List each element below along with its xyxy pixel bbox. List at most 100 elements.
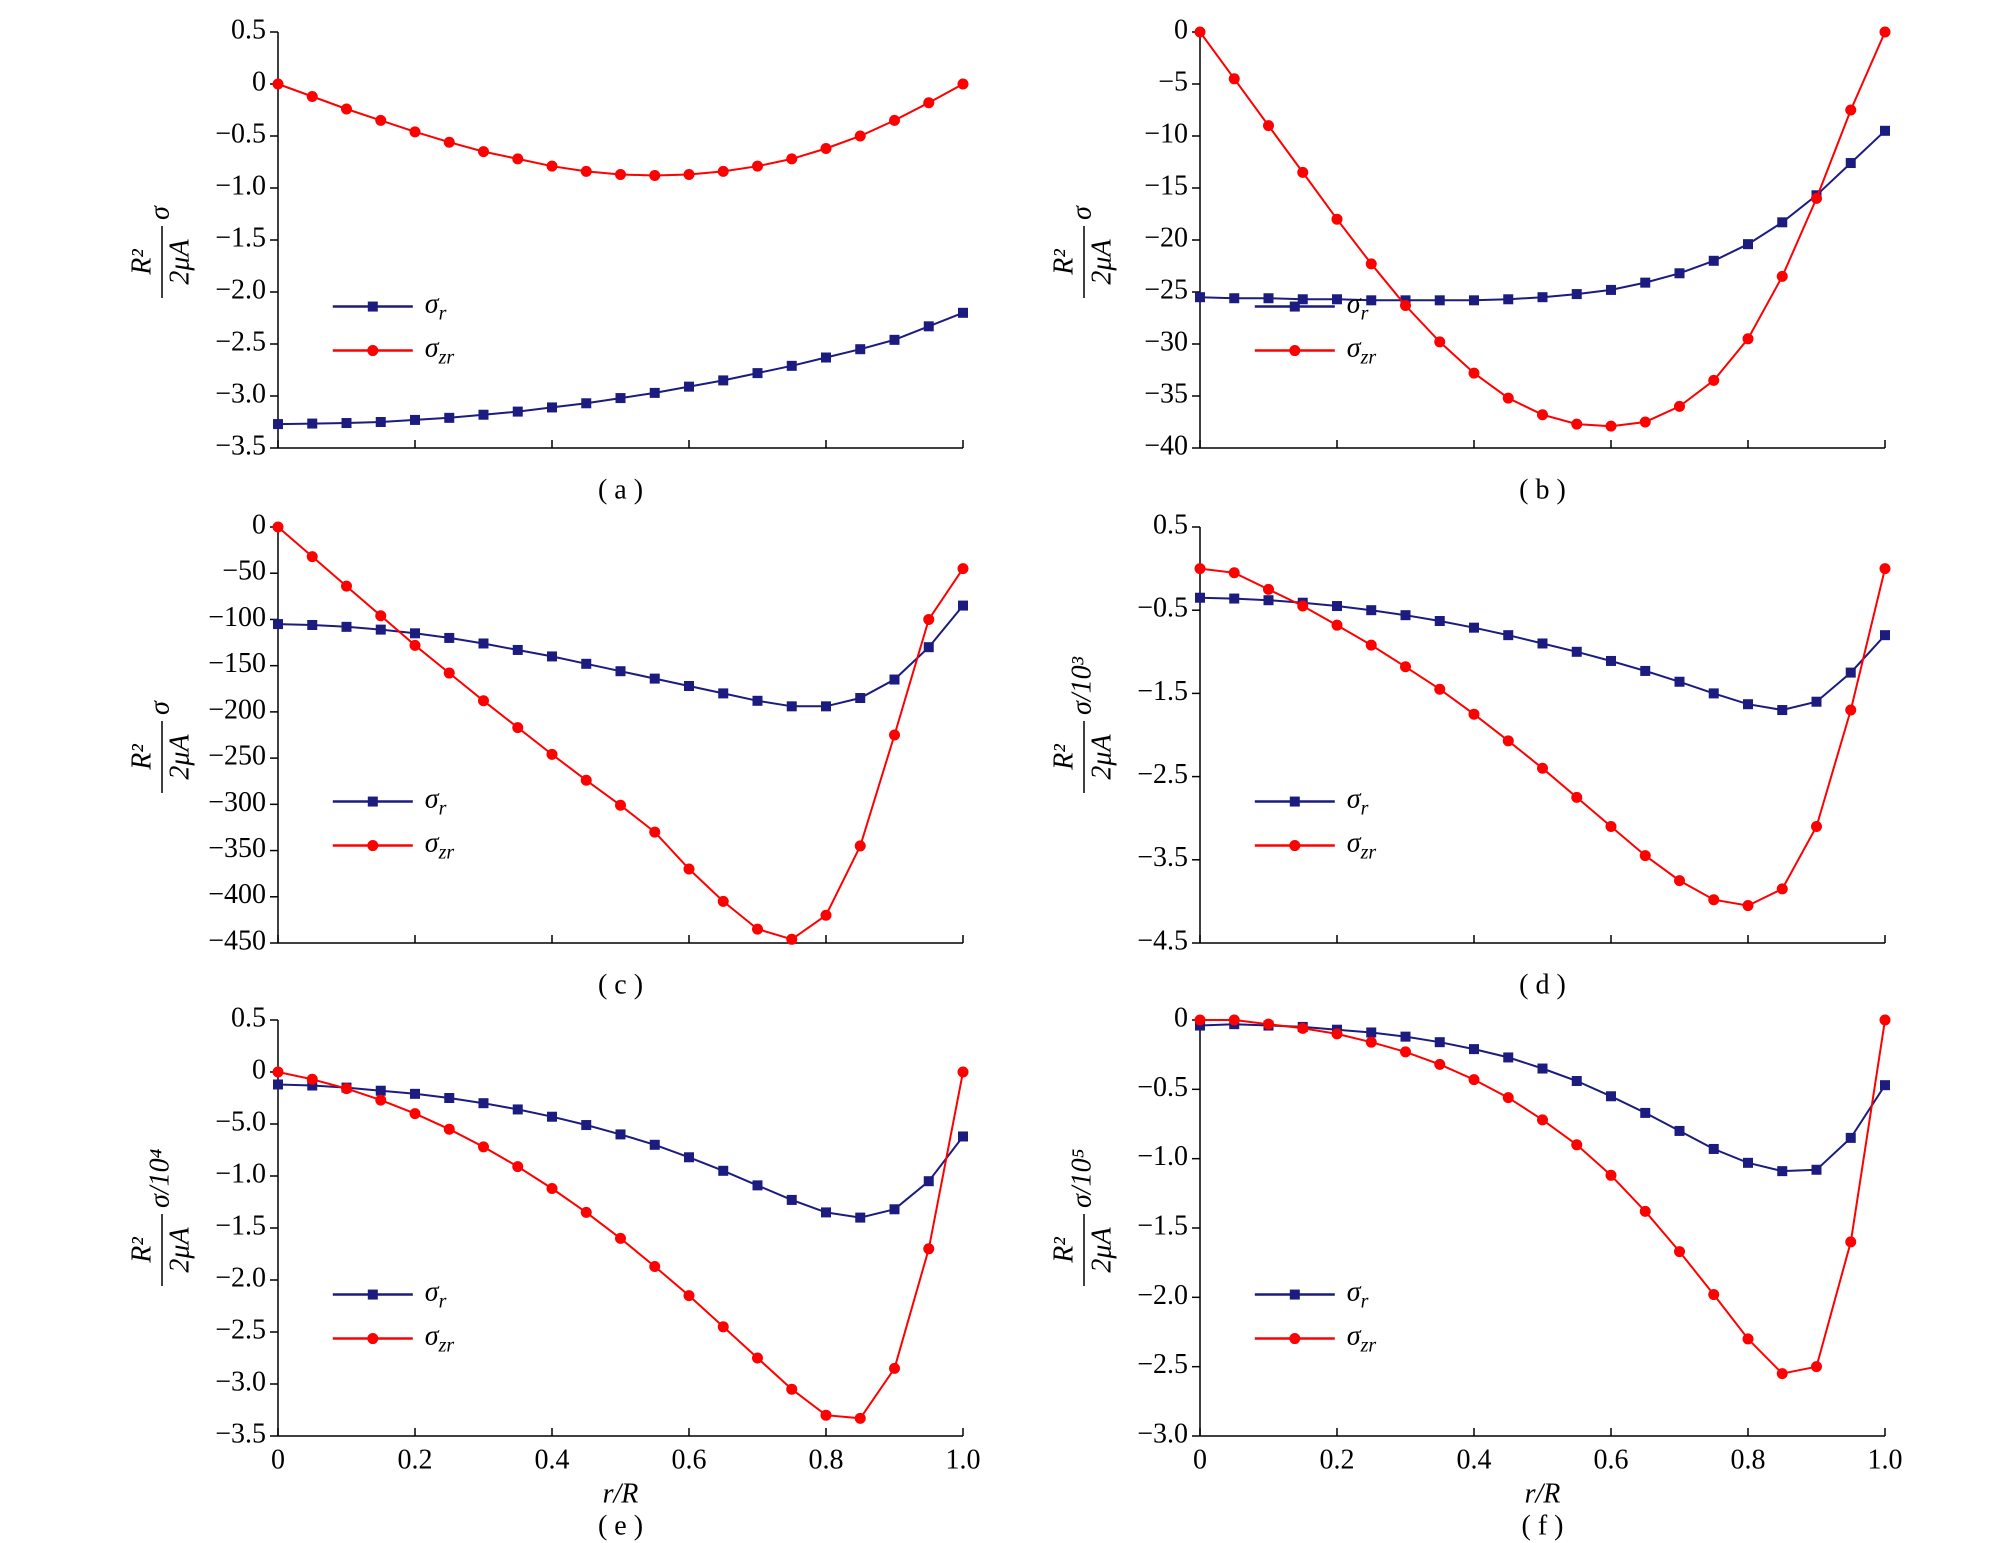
marker bbox=[1743, 699, 1753, 710]
marker bbox=[752, 695, 763, 706]
marker bbox=[923, 321, 934, 332]
marker bbox=[1400, 1031, 1411, 1042]
marker bbox=[581, 658, 592, 669]
marker bbox=[752, 160, 763, 172]
marker bbox=[1639, 1205, 1651, 1217]
legend-label: σzr bbox=[1347, 333, 1377, 368]
series-line bbox=[1199, 596, 1886, 712]
marker bbox=[443, 1123, 455, 1135]
legend-label: σzr bbox=[425, 333, 455, 368]
y-tick-label: 0.5 bbox=[1153, 509, 1188, 540]
marker bbox=[684, 681, 694, 692]
marker bbox=[1880, 1080, 1890, 1091]
y-axis-label: R² 2μA σ bbox=[126, 205, 195, 298]
marker bbox=[717, 165, 729, 177]
marker bbox=[1811, 696, 1822, 707]
marker bbox=[272, 78, 284, 90]
x-axis-label: r/R bbox=[1525, 1478, 1561, 1509]
marker bbox=[512, 1104, 523, 1115]
legend-label: σr bbox=[1347, 289, 1369, 324]
y-tick-label: 0 bbox=[1174, 1002, 1188, 1033]
marker bbox=[444, 1093, 455, 1103]
marker bbox=[1194, 1014, 1206, 1026]
y-tick-label: −0.5 bbox=[1137, 593, 1188, 624]
y-tick-label: −5 bbox=[1158, 66, 1188, 97]
marker bbox=[1777, 217, 1788, 228]
panel: 0.50−5.0−1.0−1.5−2.0−2.5−3.0−3.50 0.2 0.4 0… bbox=[126, 1002, 980, 1541]
marker bbox=[1571, 418, 1583, 430]
legend-label: σzr bbox=[425, 828, 455, 863]
marker bbox=[444, 412, 455, 423]
marker bbox=[1229, 593, 1240, 604]
y-tick-label: −2.0 bbox=[1137, 1280, 1188, 1311]
marker bbox=[1708, 688, 1719, 699]
marker bbox=[1228, 1014, 1240, 1026]
marker bbox=[1503, 1052, 1514, 1063]
marker bbox=[1674, 676, 1685, 687]
marker bbox=[684, 1152, 694, 1163]
marker bbox=[478, 409, 489, 420]
marker bbox=[1606, 1091, 1616, 1102]
marker bbox=[1606, 284, 1616, 295]
series-line bbox=[1199, 31, 1886, 428]
y-tick-label: −1.5 bbox=[215, 1210, 266, 1241]
marker bbox=[580, 165, 592, 177]
marker bbox=[409, 126, 421, 138]
marker bbox=[957, 563, 969, 575]
series-line bbox=[1199, 567, 1886, 907]
marker bbox=[1434, 1058, 1446, 1070]
y-axis-label: R² 2μA σ/10³ bbox=[1048, 656, 1117, 793]
series-line bbox=[277, 311, 964, 426]
marker bbox=[512, 722, 524, 734]
marker bbox=[478, 1141, 489, 1153]
marker bbox=[1469, 295, 1479, 306]
marker bbox=[615, 666, 626, 677]
marker bbox=[512, 644, 523, 655]
marker bbox=[786, 933, 798, 945]
x-tick-label: 0.6 bbox=[1594, 1444, 1629, 1475]
marker bbox=[683, 168, 695, 180]
marker bbox=[410, 1088, 420, 1099]
marker bbox=[718, 375, 729, 386]
marker bbox=[581, 1120, 592, 1131]
panel: 0−0.5−1.0−1.5−2.0−2.5−3.00 0.2 0.4 0.6 0.8 1.… bbox=[1048, 1002, 1902, 1541]
marker bbox=[855, 344, 866, 355]
marker bbox=[1708, 255, 1719, 266]
marker bbox=[1331, 1028, 1343, 1040]
y-label-denominator: 2μA bbox=[1086, 734, 1117, 780]
series-line bbox=[277, 83, 964, 177]
marker bbox=[546, 160, 558, 172]
marker bbox=[1776, 1368, 1788, 1380]
marker bbox=[341, 1083, 352, 1095]
y-label-numerator: R² bbox=[126, 744, 157, 771]
marker bbox=[1331, 619, 1343, 631]
marker bbox=[752, 1180, 763, 1191]
x-tick-label: 0.8 bbox=[1731, 1444, 1766, 1475]
marker bbox=[957, 78, 969, 90]
marker bbox=[1811, 1164, 1822, 1175]
x-tick-label: 1.0 bbox=[946, 1444, 981, 1475]
marker bbox=[752, 368, 763, 379]
marker bbox=[1571, 289, 1582, 300]
marker bbox=[341, 621, 352, 632]
marker bbox=[546, 748, 558, 760]
marker bbox=[1434, 1037, 1445, 1048]
y-label-symbol: σ bbox=[144, 700, 175, 715]
y-label-numerator: R² bbox=[1048, 744, 1079, 771]
marker bbox=[649, 673, 660, 684]
y-tick-label: −250 bbox=[208, 741, 266, 772]
marker bbox=[1263, 1018, 1274, 1030]
marker bbox=[1332, 601, 1342, 612]
legend-label: σzr bbox=[1347, 1321, 1377, 1356]
caption: ( e ) bbox=[598, 1510, 643, 1541]
marker bbox=[1640, 1107, 1651, 1118]
y-tick-label: −4.5 bbox=[1137, 925, 1188, 956]
marker bbox=[1640, 665, 1651, 676]
legend-label: σzr bbox=[425, 1321, 455, 1356]
marker bbox=[855, 693, 866, 704]
marker bbox=[1469, 1044, 1479, 1055]
marker bbox=[409, 639, 421, 651]
marker bbox=[478, 695, 489, 707]
x-tick-label: 0 bbox=[1193, 1444, 1207, 1475]
y-tick-label: −300 bbox=[208, 787, 266, 818]
